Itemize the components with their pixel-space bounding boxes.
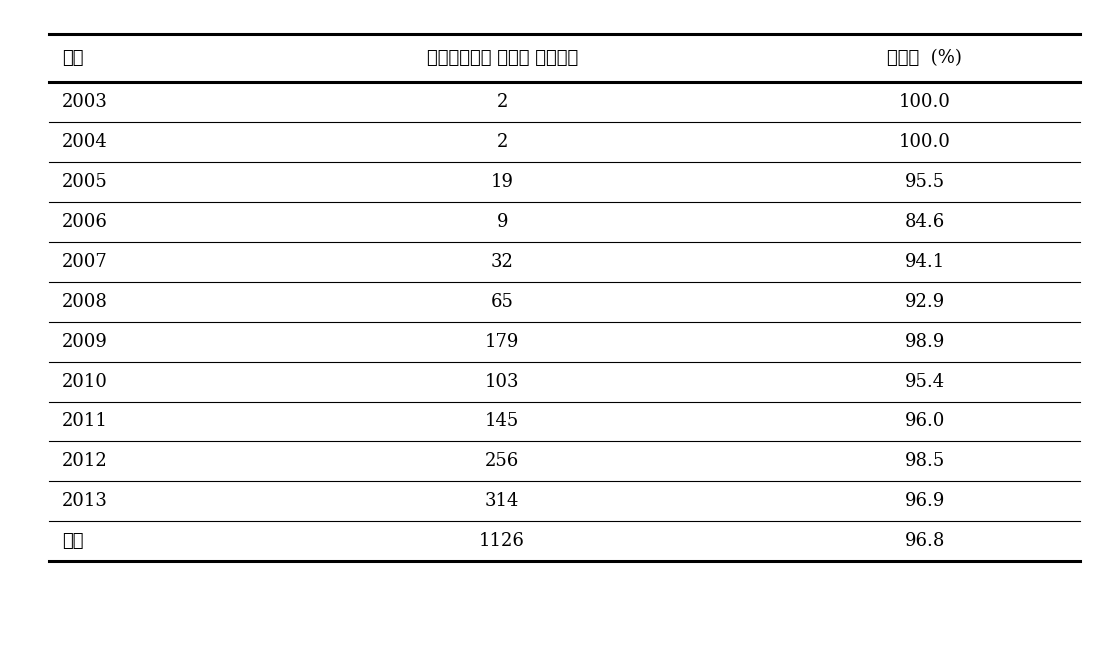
Text: 백분율  (%): 백분율 (%) [888, 48, 963, 66]
Text: 95.4: 95.4 [905, 373, 945, 390]
Text: 94.1: 94.1 [905, 252, 945, 270]
Text: 100.0: 100.0 [899, 133, 951, 151]
Text: 256: 256 [485, 452, 519, 471]
Text: 2011: 2011 [61, 412, 107, 430]
Text: 2007: 2007 [61, 252, 107, 270]
Text: 인적실수에서 기안한 사고건수: 인적실수에서 기안한 사고건수 [427, 48, 577, 66]
Text: 2: 2 [496, 133, 508, 151]
Text: 92.9: 92.9 [905, 293, 945, 311]
Text: 2009: 2009 [61, 333, 107, 351]
Text: 95.5: 95.5 [905, 173, 945, 191]
Text: 2005: 2005 [61, 173, 107, 191]
Text: 100.0: 100.0 [899, 92, 951, 110]
Text: 2008: 2008 [61, 293, 107, 311]
Text: 103: 103 [485, 373, 519, 390]
Text: 2010: 2010 [61, 373, 107, 390]
Text: 314: 314 [485, 493, 519, 511]
Text: 84.6: 84.6 [905, 212, 945, 230]
Text: 2006: 2006 [61, 212, 107, 230]
Text: 98.5: 98.5 [905, 452, 945, 471]
Text: 2013: 2013 [61, 493, 107, 511]
Text: 32: 32 [490, 252, 514, 270]
Text: 145: 145 [485, 412, 519, 430]
Text: 98.9: 98.9 [905, 333, 945, 351]
Text: 96.8: 96.8 [905, 533, 945, 550]
Text: 총계: 총계 [61, 533, 84, 550]
Text: 65: 65 [490, 293, 514, 311]
Text: 9: 9 [496, 212, 508, 230]
Text: 179: 179 [485, 333, 519, 351]
Text: 2003: 2003 [61, 92, 107, 110]
Text: 년도: 년도 [61, 48, 84, 66]
Text: 2012: 2012 [61, 452, 107, 471]
Text: 96.9: 96.9 [905, 493, 945, 511]
Text: 1126: 1126 [479, 533, 525, 550]
Text: 2: 2 [496, 92, 508, 110]
Text: 96.0: 96.0 [905, 412, 945, 430]
Text: 2004: 2004 [61, 133, 107, 151]
Text: 19: 19 [490, 173, 514, 191]
